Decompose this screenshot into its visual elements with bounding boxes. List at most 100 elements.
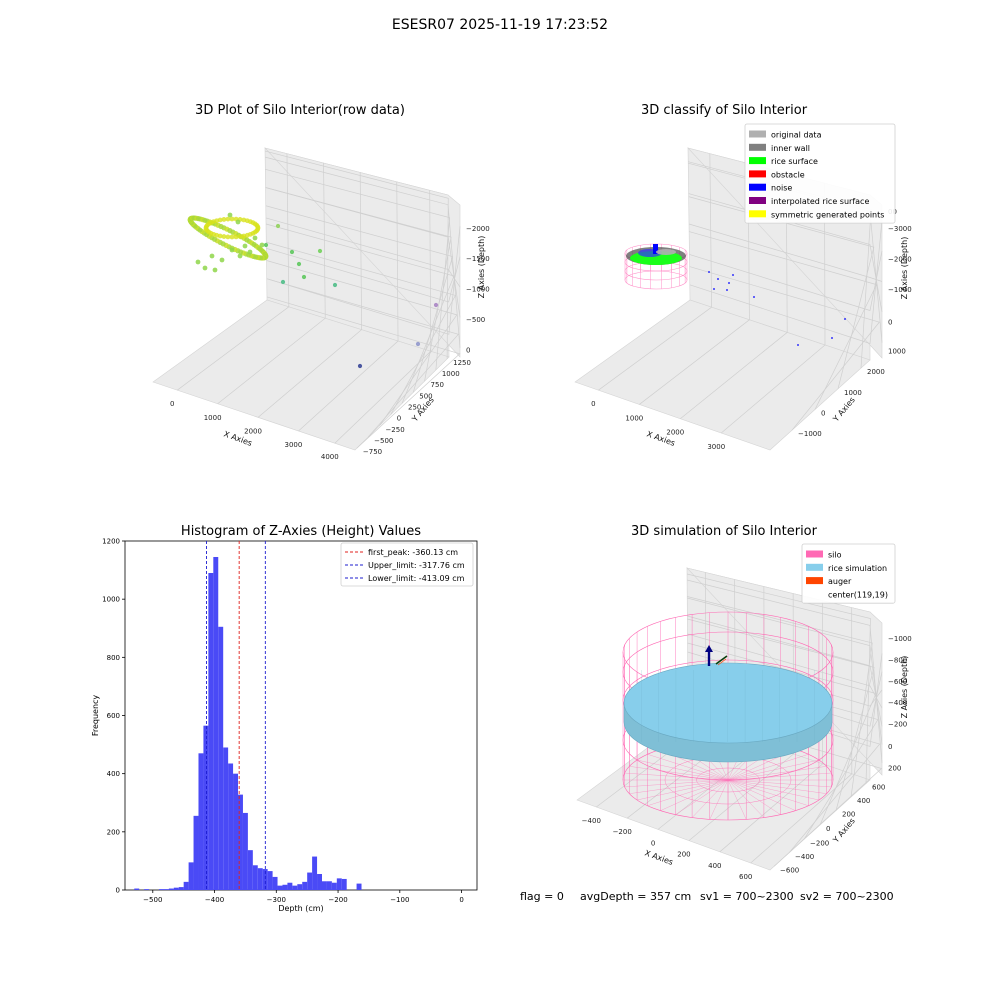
y-tick-label: 1250 — [453, 359, 471, 367]
raw-point — [255, 224, 261, 229]
z-tick-label: −1000 — [888, 635, 912, 643]
histogram-bar — [193, 815, 199, 890]
z-grid-line — [266, 226, 461, 335]
x-grid-line — [721, 183, 826, 434]
x-tick-label: 0 — [170, 400, 174, 408]
rice-simulation-top — [623, 662, 833, 744]
z-tick-label: −500 — [466, 316, 485, 324]
classify-legend-swatch — [749, 143, 766, 151]
x-tick-label: 0 — [459, 896, 463, 904]
figure-title: ESESR07 2025-11-19 17:23:52 — [391, 17, 609, 33]
silo-wire — [629, 766, 729, 781]
raw-point — [237, 253, 243, 259]
histogram-bar — [173, 887, 179, 890]
y-tick-label: 1000 — [442, 370, 460, 378]
x-tick-label: 2000 — [666, 429, 684, 437]
z-axis-label: Z Axies (Depth) — [477, 236, 486, 299]
histogram-bar — [292, 885, 298, 890]
y-tick-label: 800 — [107, 654, 120, 662]
histogram-bar — [218, 626, 224, 890]
histogram-bar — [331, 882, 337, 890]
histogram-axes: −500 −400 −300 −200 −100 0 0 200 400 600 800 1000 12… — [91, 538, 478, 913]
y-tick-label: −200 — [810, 839, 829, 847]
raw-point — [257, 246, 263, 252]
simulation-legend — [801, 543, 896, 604]
y-grid-line — [687, 618, 875, 811]
noise-point — [732, 274, 734, 276]
x-tick-label: 4000 — [321, 453, 339, 461]
simulation-legend-swatch — [806, 577, 823, 585]
classify-legend-swatch — [749, 210, 766, 218]
raw-point — [209, 253, 215, 259]
x-tick-label: −400 — [205, 896, 224, 904]
y-tick-label: 500 — [419, 392, 432, 400]
raw-point — [217, 217, 223, 223]
histogram-bar — [158, 889, 164, 890]
simulation-legend-label: silo — [828, 551, 842, 560]
silo-wire — [675, 779, 729, 815]
z-tick-label: −800 — [888, 656, 907, 664]
histogram-legend-label: first_peak: -360.13 cm — [368, 548, 458, 557]
histogram-bar — [134, 888, 140, 890]
histogram-bar — [238, 794, 243, 890]
histogram-bar — [302, 881, 308, 890]
z-tick-label: −1500 — [466, 255, 490, 263]
floor-pane — [574, 299, 871, 451]
y-axis-label: Y Axies — [831, 395, 857, 424]
histogram-bar — [144, 889, 150, 890]
simulation-legend-label: rice simulation — [828, 564, 887, 573]
y-tick-label: 0 — [116, 887, 120, 895]
y-grid-line — [687, 596, 873, 798]
y-tick-label: 1200 — [102, 538, 120, 546]
simulation-legend-label: center(119,19) — [828, 590, 888, 599]
x-tick-label: −300 — [267, 896, 286, 904]
histogram-legend — [340, 542, 474, 587]
classify-legend-swatch — [749, 170, 766, 178]
x-tick-label: 3000 — [707, 443, 725, 451]
x-grid-line — [680, 173, 788, 419]
x-tick-label: 400 — [708, 862, 721, 870]
histogram-bar — [228, 763, 234, 890]
raw-point — [229, 234, 235, 240]
z-tick-label: −2000 — [466, 225, 490, 233]
z-grid-line — [686, 579, 883, 763]
histogram-bar — [188, 862, 194, 890]
z-tick-label: −200 — [888, 720, 907, 728]
silo-wire — [727, 754, 809, 781]
x-tick-label: 600 — [739, 873, 752, 881]
plot4-title: 3D simulation of Silo Interior — [631, 524, 817, 539]
raw-point — [241, 233, 247, 239]
histogram-bar — [252, 865, 258, 890]
floor-pane — [152, 299, 450, 451]
histogram-legend-label: Lower_limit: -413.09 cm — [368, 574, 465, 583]
center-marker-arrow — [705, 645, 713, 652]
x-tick-label: −200 — [328, 896, 347, 904]
silo-ring — [696, 767, 760, 793]
plot3-title: Histogram of Z-Axies (Height) Values — [180, 524, 422, 539]
silo-wire — [727, 779, 796, 811]
raw-point — [259, 242, 265, 248]
histogram-bar — [336, 878, 342, 890]
outlier-point — [433, 302, 439, 308]
y-tick-label: −750 — [363, 448, 382, 456]
histogram-bar — [287, 882, 293, 890]
histogram-bar — [257, 868, 263, 890]
histogram-bar — [183, 881, 189, 890]
histogram-bar — [341, 878, 347, 890]
x-tick-label: −400 — [582, 817, 601, 825]
z-tick-label: 0 — [466, 346, 470, 354]
outlier-point — [317, 248, 323, 254]
silo-wire — [727, 779, 832, 788]
y-tick-label: −500 — [374, 437, 393, 445]
footer-flag: flag = 0 — [520, 890, 564, 903]
classify-legend-swatch — [749, 197, 766, 204]
histogram-bar — [247, 850, 253, 890]
noise-point — [726, 289, 728, 291]
histogram-bar — [297, 884, 303, 890]
silo-wire — [647, 779, 729, 806]
silo-wire — [727, 779, 747, 820]
histogram-bar — [233, 773, 239, 890]
y-axis-label: Y Axies — [831, 816, 857, 845]
y-tick-label: 200 — [842, 811, 855, 819]
raw-point — [242, 243, 248, 249]
